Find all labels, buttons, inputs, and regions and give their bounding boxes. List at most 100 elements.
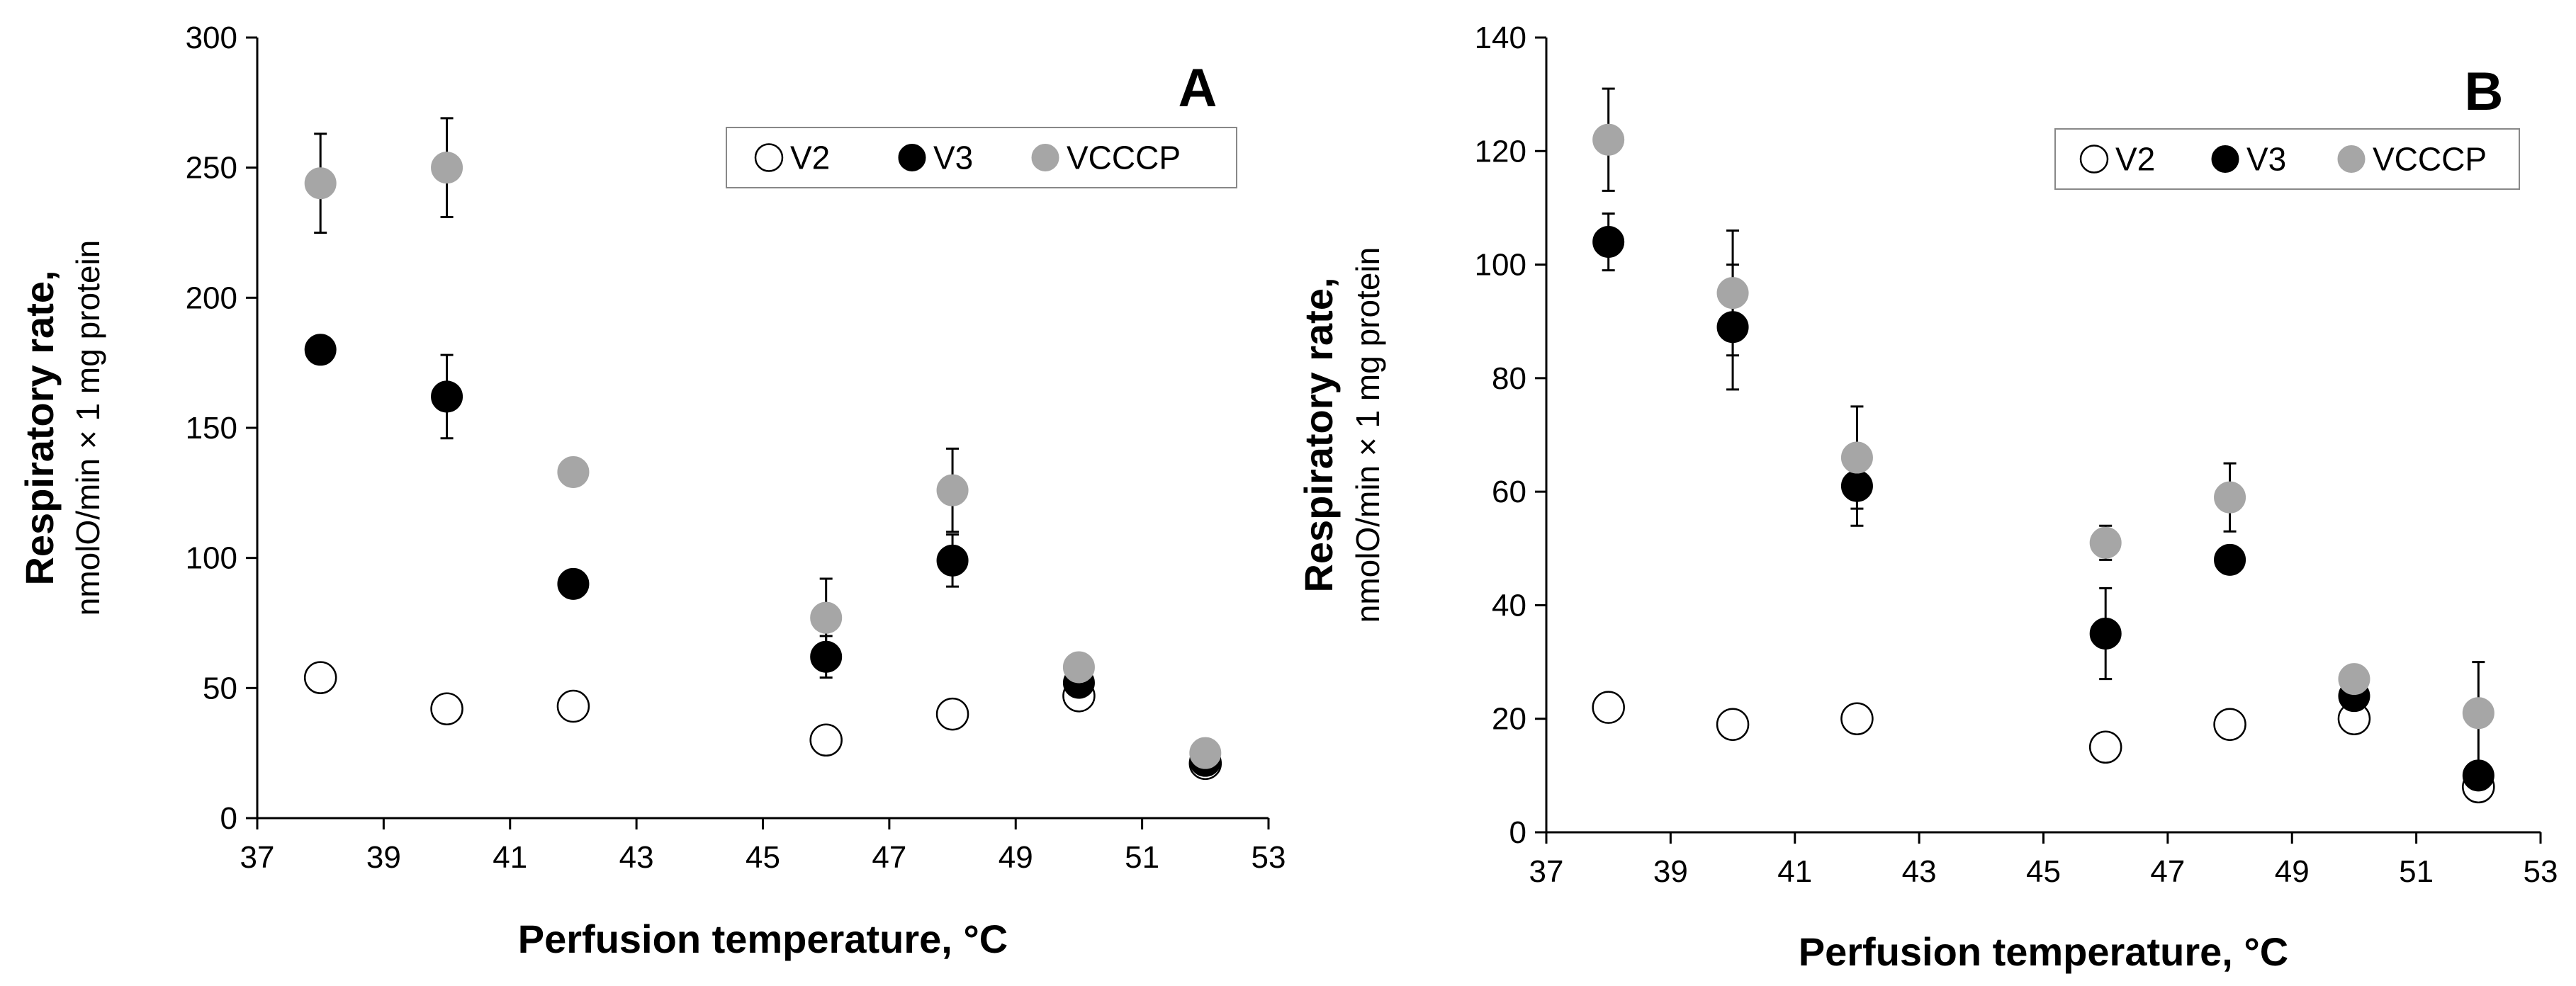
data-point-v3 [2214, 543, 2246, 576]
data-point-vcccp [1062, 651, 1095, 684]
series-v3 [440, 353, 960, 679]
y-axis-subtitle: nmolO/min × 1 mg protein [69, 240, 106, 616]
legend-label-v3: V3 [933, 140, 973, 176]
legend: V2 V3 VCCCP [2054, 128, 2520, 190]
data-point-v2 [1592, 691, 1625, 724]
legend-label-v3: V3 [2246, 141, 2286, 178]
data-point-v3 [2462, 759, 2495, 792]
y-tick-label: 60 [1492, 475, 1526, 509]
series-markers-vcccp [1592, 123, 2495, 730]
legend-marker-v2 [754, 143, 784, 172]
data-point-vcccp [1189, 737, 1222, 769]
y-tick-label: 200 [186, 280, 237, 315]
data-point-v3 [1716, 311, 1749, 344]
data-point-vcccp [431, 152, 463, 184]
data-point-v3 [810, 640, 843, 673]
y-tick-label: 140 [1475, 21, 1526, 55]
legend-marker-vcccp [2337, 145, 2366, 173]
y-tick-label: 50 [203, 671, 237, 706]
data-point-vcccp [936, 474, 969, 506]
y-tick-label: 150 [186, 411, 237, 446]
data-point-v3 [1840, 470, 1873, 502]
x-tick-label: 41 [1777, 854, 1812, 889]
data-point-vcccp [557, 455, 590, 488]
chart-panel-b: 0 20 40 60 80 100 120 140 37 39 41 43 45 47 49 51 53 Perf… [1296, 21, 2558, 974]
data-point-v2 [303, 661, 337, 694]
data-point-v3 [557, 567, 590, 600]
y-tick-label: 300 [186, 21, 237, 55]
data-point-vcccp [2338, 663, 2370, 696]
legend-marker-v3 [2211, 145, 2239, 173]
legend-box [726, 127, 1237, 188]
y-tick-label: 0 [220, 801, 237, 836]
data-point-vcccp [2214, 481, 2246, 514]
y-tick-label: 0 [1509, 815, 1526, 850]
y-tick-label: 40 [1492, 588, 1526, 623]
legend: V2 V3 VCCCP [726, 127, 1237, 188]
x-tick-label: 49 [2275, 854, 2310, 889]
legend-marker-v3 [898, 144, 926, 171]
x-tick-label: 49 [999, 840, 1033, 875]
data-point-v3 [936, 544, 969, 577]
x-tick-label: 39 [366, 840, 401, 875]
legend-label-v2: V2 [2115, 141, 2155, 178]
y-tick-label: 100 [186, 541, 237, 576]
data-point-v3 [2089, 618, 2122, 650]
series-markers-v2 [1592, 691, 2495, 804]
panel-label: B [2465, 62, 2504, 122]
data-point-v2 [809, 723, 843, 757]
series-markers-v2 [303, 661, 1222, 781]
x-tick-label: 43 [1902, 854, 1937, 889]
series-markers-vcccp [304, 152, 1222, 769]
data-point-v3 [431, 380, 463, 413]
data-point-v3 [304, 334, 337, 366]
legend-label-vcccp: VCCCP [2373, 141, 2487, 178]
y-axis-subtitle: nmolO/min × 1 mg protein [1349, 247, 1386, 623]
x-tick-label: 37 [1529, 854, 1564, 889]
x-tick-label: 51 [1125, 840, 1159, 875]
data-point-vcccp [1716, 277, 1749, 310]
y-axis-title: Respiratory rate, [17, 270, 62, 585]
y-axis-title: Respiratory rate, [1296, 277, 1341, 592]
data-point-v2 [1716, 708, 1750, 741]
legend-label-v2: V2 [790, 140, 830, 176]
legend-marker-vcccp [1031, 144, 1059, 171]
y-tick-label: 250 [186, 151, 237, 186]
data-point-v2 [2088, 730, 2122, 764]
x-tick-label: 45 [746, 840, 780, 875]
data-point-v2 [2213, 708, 2246, 741]
series-markers-v3 [1592, 226, 2495, 792]
data-point-vcccp [1840, 441, 1873, 474]
x-tick-label: 41 [493, 840, 527, 875]
y-tick-label: 100 [1475, 248, 1526, 283]
data-point-v2 [1840, 702, 1874, 735]
x-tick-label: 51 [2399, 854, 2434, 889]
panel-label: A [1179, 58, 1217, 118]
data-point-v2 [935, 697, 969, 731]
series-vcccp [314, 117, 960, 658]
x-tick-label: 53 [2524, 854, 2558, 889]
data-point-vcccp [2089, 526, 2122, 559]
y-tick-label: 20 [1492, 702, 1526, 737]
data-point-v2 [556, 689, 590, 723]
x-tick-label: 53 [1252, 840, 1286, 875]
series-vcccp [1602, 87, 2485, 766]
data-point-vcccp [2462, 697, 2495, 730]
chart-panel-a: 0 50 100 150 200 250 300 37 39 41 43 45 47 49 51 53 Perf… [17, 21, 1286, 961]
data-point-v3 [1592, 226, 1625, 259]
x-tick-label: 37 [240, 840, 275, 875]
data-point-v2 [430, 692, 463, 725]
x-tick-label: 47 [2150, 854, 2185, 889]
y-tick-label: 120 [1475, 134, 1526, 169]
legend-box [2054, 128, 2520, 190]
x-axis-title: Perfusion temperature, °C [1799, 929, 2288, 974]
legend-marker-v2 [2079, 144, 2109, 174]
x-tick-label: 47 [872, 840, 906, 875]
x-tick-label: 39 [1653, 854, 1688, 889]
data-point-vcccp [1592, 123, 1625, 156]
x-tick-label: 43 [619, 840, 654, 875]
data-point-vcccp [810, 601, 843, 634]
y-tick-label: 80 [1492, 361, 1526, 396]
data-point-vcccp [304, 167, 337, 200]
